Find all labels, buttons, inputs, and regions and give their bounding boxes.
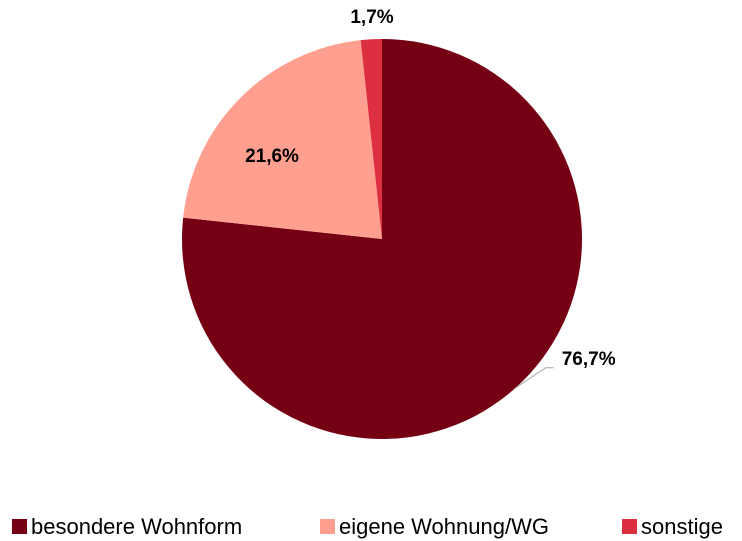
legend-label: sonstige xyxy=(641,514,723,539)
value-label: 21,6% xyxy=(245,146,299,167)
value-label: 76,7% xyxy=(562,349,616,370)
legend-swatch xyxy=(320,519,335,534)
value-label: 1,7% xyxy=(350,7,393,28)
legend-label: besondere Wohnform xyxy=(31,514,242,539)
leader-line xyxy=(515,367,554,389)
legend-label: eigene Wohnung/WG xyxy=(339,514,549,539)
legend-swatch xyxy=(622,519,637,534)
pie-slice xyxy=(183,40,382,239)
legend-swatch xyxy=(12,519,27,534)
pie-slice xyxy=(360,39,382,239)
